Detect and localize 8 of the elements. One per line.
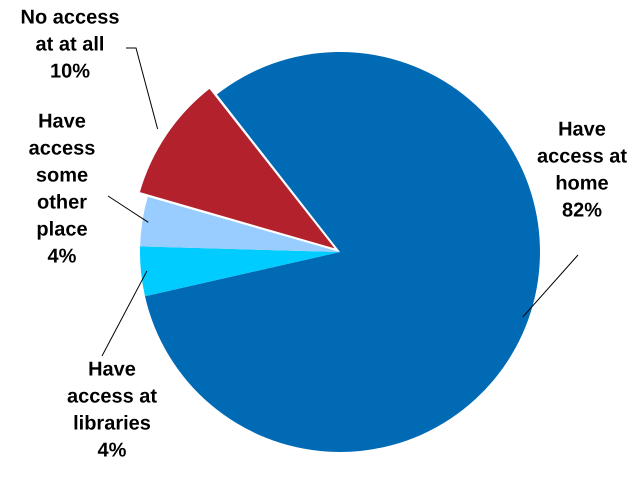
data-label: 82% <box>562 200 602 222</box>
data-label: 4% <box>98 440 127 462</box>
slice-label: Have access at home <box>536 118 628 195</box>
data-label: 10% <box>50 60 90 83</box>
slice-label: No access at at all <box>20 6 120 56</box>
data-label: 4% <box>48 246 77 268</box>
slice-label: Have access at libraries <box>66 358 158 435</box>
slice-label: Have access some other place <box>28 110 96 241</box>
